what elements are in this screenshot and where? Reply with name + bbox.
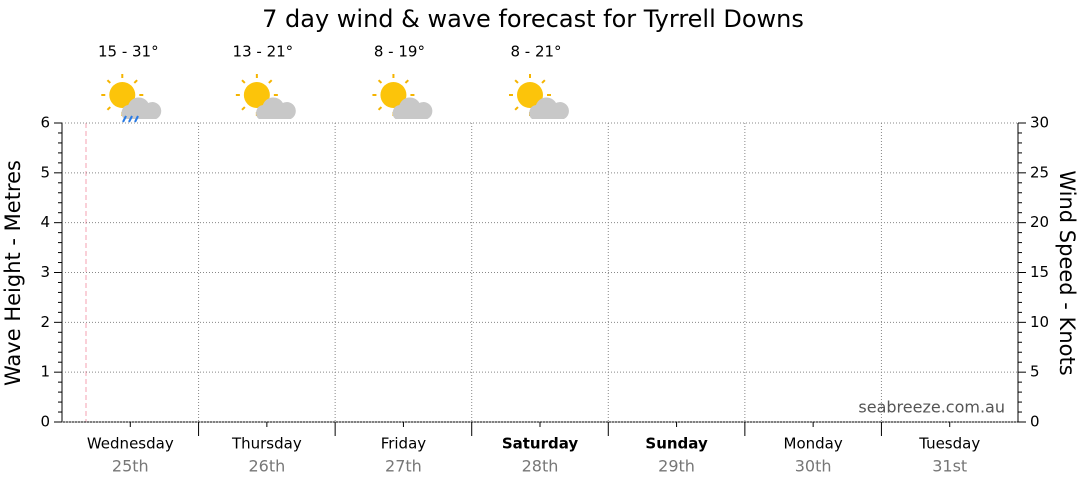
- sun-ray: [106, 79, 111, 84]
- y-tick-label: 5: [40, 163, 50, 181]
- date-label: 26th: [248, 457, 285, 476]
- sun-ray: [377, 106, 383, 111]
- day-label: Thursday: [231, 435, 302, 453]
- sun-ray: [241, 79, 246, 84]
- weather-icon: [235, 74, 296, 119]
- temperature-label: 8 - 19°: [374, 43, 425, 61]
- y-tick-label: 0: [40, 413, 50, 431]
- temperature-label: 8 - 21°: [510, 43, 561, 61]
- watermark: seabreeze.com.au: [858, 398, 1005, 417]
- sun-ray: [514, 106, 519, 111]
- sun: [380, 82, 407, 108]
- sun-ray: [377, 79, 383, 84]
- y2-tick-label: 5: [1030, 363, 1040, 381]
- y-tick-label: 2: [40, 313, 50, 331]
- date-label: 27th: [385, 457, 422, 476]
- y-tick-label: 1: [40, 363, 50, 381]
- y-tick-label: 4: [40, 213, 50, 231]
- day-label: Saturday: [502, 435, 579, 453]
- date-label: 29th: [658, 457, 695, 476]
- rain-drops: [122, 115, 139, 123]
- y2-tick-label: 10: [1030, 313, 1049, 331]
- sun: [243, 82, 270, 108]
- day-label: Monday: [784, 435, 843, 453]
- date-label: 30th: [795, 457, 832, 476]
- cloud: [256, 97, 296, 119]
- sun: [517, 82, 543, 108]
- sun: [109, 82, 136, 108]
- date-label: 31st: [932, 457, 967, 476]
- y2-tick-label: 0: [1030, 413, 1040, 431]
- y2-axis-label: Wind Speed - Knots: [1055, 170, 1079, 375]
- y2-tick-label: 20: [1030, 213, 1049, 231]
- chart-title: 7 day wind & wave forecast for Tyrrell D…: [262, 5, 804, 33]
- day-label: Sunday: [645, 435, 708, 453]
- temperature-label: 13 - 21°: [233, 43, 294, 61]
- cloud: [529, 97, 569, 119]
- sun-ray: [106, 106, 111, 111]
- weather-icon: [372, 74, 433, 119]
- y-tick-label: 6: [40, 114, 50, 132]
- y-axis-label: Wave Height - Metres: [1, 160, 25, 386]
- sun-ray: [541, 79, 546, 84]
- date-label: 25th: [112, 457, 149, 476]
- sun-ray: [133, 79, 138, 84]
- weather-icon: [101, 74, 162, 119]
- y2-tick-label: 25: [1030, 163, 1049, 181]
- sun-ray: [241, 106, 246, 111]
- sun-ray: [404, 79, 409, 84]
- y-tick-label: 3: [40, 263, 50, 281]
- y2-tick-label: 15: [1030, 263, 1049, 281]
- day-label: Friday: [381, 435, 427, 453]
- cloud: [121, 97, 162, 119]
- cloud: [392, 97, 433, 119]
- weather-icons: [101, 74, 569, 119]
- weather-icon: [509, 74, 569, 119]
- day-label: Wednesday: [87, 435, 174, 453]
- day-label: Tuesday: [918, 435, 980, 453]
- temperature-label: 15 - 31°: [98, 43, 159, 61]
- sun-ray: [514, 79, 519, 84]
- date-label: 28th: [522, 457, 559, 476]
- y2-tick-label: 30: [1030, 114, 1049, 132]
- sun-ray: [268, 79, 273, 84]
